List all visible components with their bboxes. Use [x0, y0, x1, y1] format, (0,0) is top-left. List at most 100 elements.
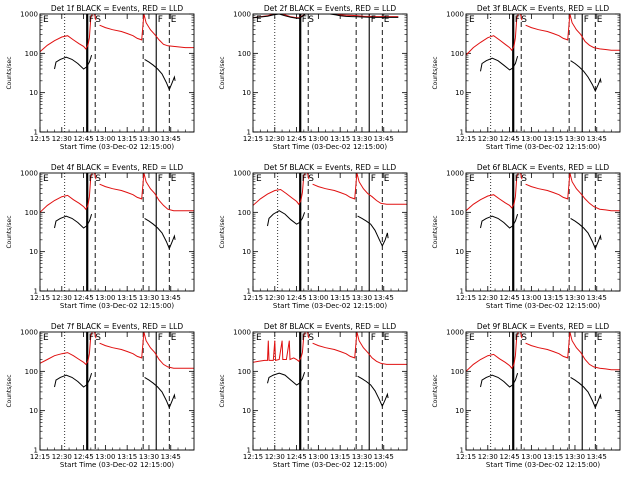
det-2f-title: Det 2f BLACK = Events, RED = LLD — [264, 4, 397, 13]
det-8f-ytick-label: 10 — [242, 407, 251, 415]
det-3f-title: Det 3f BLACK = Events, RED = LLD — [477, 4, 610, 13]
det-8f-xtick-label: 12:15 — [243, 453, 263, 461]
det-4f-title: Det 4f BLACK = Events, RED = LLD — [51, 163, 184, 172]
det-3f-ytick-label: 10 — [455, 89, 464, 97]
det-8f-marker: F — [302, 333, 307, 343]
det-6f-xtick-label: 12:30 — [478, 294, 498, 302]
det-3f-series-lld — [466, 14, 523, 56]
det-8f-panel: Det 8f BLACK = Events, RED = LLD Counts/s… — [219, 322, 408, 469]
det-6f-xtick-label: 12:15 — [456, 294, 476, 302]
det-1f-ytick-label: 100 — [25, 50, 38, 58]
det-8f-frame — [252, 331, 408, 451]
det-3f-xtick-label: 13:15 — [543, 135, 563, 143]
det-3f-plot-area — [466, 14, 620, 132]
det-1f-ytick-label: 1000 — [20, 11, 38, 19]
det-3f-ytick-label: 1000 — [446, 11, 464, 19]
det-8f-marker: E — [256, 333, 262, 343]
det-9f-marker: E — [469, 333, 475, 343]
det-3f-xtick-label: 13:30 — [565, 135, 585, 143]
det-7f-ytick-label: 100 — [25, 368, 38, 376]
det-8f-xtick-label: 12:45 — [286, 453, 306, 461]
det-2f-marker: F — [371, 15, 376, 25]
det-9f-panel: Det 9f BLACK = Events, RED = LLD Counts/s… — [432, 322, 621, 469]
det-4f-xtick-label: 12:30 — [52, 294, 72, 302]
det-1f-xtick-label: 13:30 — [139, 135, 159, 143]
det-6f-ytick-label: 10 — [455, 248, 464, 256]
det-2f-xtick-label: 12:45 — [286, 135, 306, 143]
det-4f-series-events — [54, 213, 93, 229]
det-2f-ytick-label: 10 — [242, 89, 251, 97]
det-3f-xtick-label: 12:15 — [456, 135, 476, 143]
det-4f-xtick-label: 12:15 — [30, 294, 50, 302]
det-6f-ylabel: Counts/sec — [432, 215, 439, 248]
det-3f-xtick-label: 12:45 — [499, 135, 519, 143]
det-5f-xtick-label: 13:45 — [374, 294, 394, 302]
det-5f-series-events — [267, 210, 306, 227]
det-8f-ytick-label: 1 — [247, 447, 251, 455]
det-9f-ytick-label: 10 — [455, 407, 464, 415]
det-5f-ytick-label: 1 — [247, 288, 251, 296]
det-2f-marker: E — [384, 15, 390, 25]
det-8f-title: Det 8f BLACK = Events, RED = LLD — [264, 322, 397, 331]
det-5f-panel: Det 5f BLACK = Events, RED = LLD Counts/s… — [219, 163, 408, 310]
det-7f-marker: E — [171, 333, 177, 343]
det-4f-ytick-label: 100 — [25, 209, 38, 217]
det-4f-ylabel: Counts/sec — [6, 215, 13, 248]
det-5f-plot-area — [253, 173, 407, 291]
det-2f-xtick-label: 13:30 — [352, 135, 372, 143]
det-7f-xtick-label: 12:45 — [73, 453, 93, 461]
det-8f-series-events — [267, 372, 306, 386]
det-4f-panel: Det 4f BLACK = Events, RED = LLD Counts/s… — [6, 163, 195, 310]
det-7f-ytick-label: 1 — [34, 447, 38, 455]
det-1f-series-lld — [40, 14, 97, 53]
det-4f-xtick-label: 13:30 — [139, 294, 159, 302]
det-2f-panel: Det 2f BLACK = Events, RED = LLD Counts/s… — [219, 4, 408, 151]
det-4f-xtick-label: 13:15 — [117, 294, 137, 302]
det-7f-xtick-label: 13:30 — [139, 453, 159, 461]
det-8f-ytick-label: 100 — [238, 368, 251, 376]
det-6f-xtick-label: 13:45 — [587, 294, 607, 302]
det-1f-marker: S — [95, 15, 101, 25]
det-8f-series-lld — [312, 332, 407, 365]
det-1f-ytick-label: 10 — [29, 89, 38, 97]
det-2f-series-lld — [253, 14, 399, 19]
det-7f-title: Det 7f BLACK = Events, RED = LLD — [51, 322, 184, 331]
det-4f-marker: E — [171, 174, 177, 184]
det-7f-series-events — [54, 372, 93, 388]
det-7f-ylabel: Counts/sec — [6, 374, 13, 407]
det-5f-ytick-label: 1000 — [233, 170, 251, 178]
det-1f-xtick-label: 13:00 — [95, 135, 115, 143]
det-6f-series-lld — [466, 173, 523, 212]
det-6f-ytick-label: 1000 — [446, 170, 464, 178]
det-4f-marker: F — [158, 174, 163, 184]
det-5f-marker: S — [308, 174, 314, 184]
det-1f-xtick-label: 12:30 — [52, 135, 72, 143]
det-6f-xtick-label: 13:30 — [565, 294, 585, 302]
det-7f-xtick-label: 13:45 — [161, 453, 181, 461]
det-9f-marker: E — [597, 333, 603, 343]
det-6f-panel: Det 6f BLACK = Events, RED = LLD Counts/s… — [432, 163, 621, 310]
det-7f-xtick-label: 13:15 — [117, 453, 137, 461]
det-7f-series-lld — [40, 332, 97, 366]
det-3f-xtick-label: 13:00 — [521, 135, 541, 143]
det-7f-plot-area — [40, 332, 194, 450]
det-1f-xtick-label: 12:15 — [30, 135, 50, 143]
det-1f-xtick-label: 13:15 — [117, 135, 137, 143]
det-2f-xtick-label: 13:00 — [308, 135, 328, 143]
det-8f-plot-area — [253, 332, 407, 450]
det-4f-series-lld — [40, 173, 97, 213]
det-6f-marker: F — [515, 174, 520, 184]
det-6f-marker: S — [521, 174, 527, 184]
det-8f-xtick-label: 13:00 — [308, 453, 328, 461]
det-2f-ytick-label: 1 — [247, 129, 251, 137]
det-5f-xtick-label: 13:15 — [330, 294, 350, 302]
det-9f-xtick-label: 12:15 — [456, 453, 476, 461]
det-9f-xtick-label: 13:45 — [587, 453, 607, 461]
det-2f-ytick-label: 1000 — [233, 11, 251, 19]
det-4f-series-lld — [99, 173, 194, 212]
det-6f-series-lld — [525, 173, 620, 212]
det-8f-series-lld — [253, 332, 310, 363]
det-5f-xtick-label: 13:30 — [352, 294, 372, 302]
det-5f-marker: E — [384, 174, 390, 184]
det-2f-marker: S — [308, 15, 314, 25]
